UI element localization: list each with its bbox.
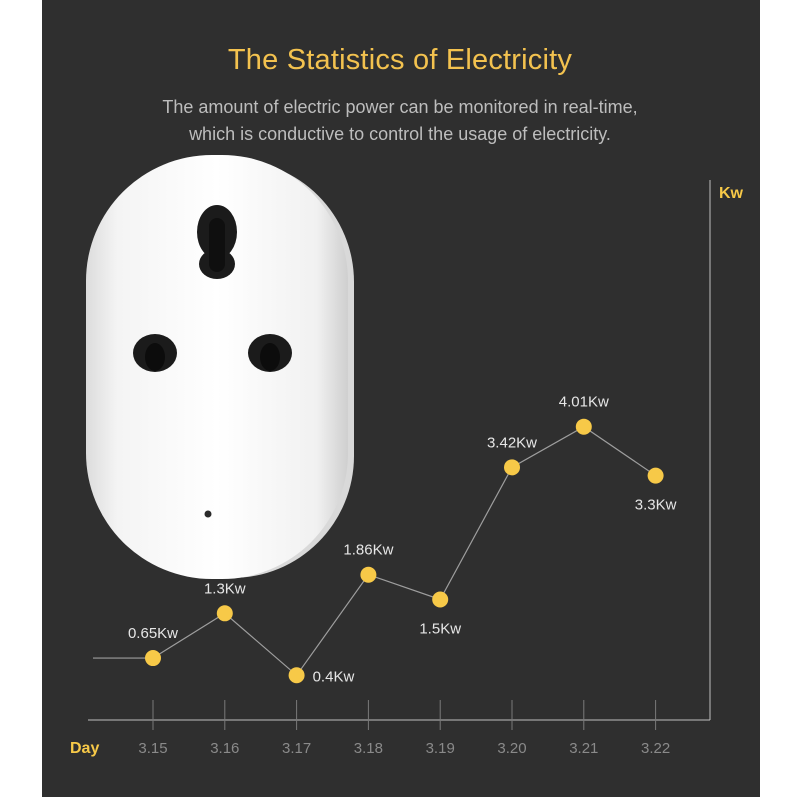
x-tick-label: 3.22 xyxy=(641,740,670,757)
data-label: 1.86Kw xyxy=(343,542,393,559)
data-label: 3.42Kw xyxy=(487,434,537,451)
x-tick-label: 3.18 xyxy=(354,740,383,757)
data-point xyxy=(504,459,520,476)
y-axis-label: Kw xyxy=(719,185,744,202)
x-tick-label: 3.16 xyxy=(210,740,239,757)
chart-series: 0.65Kw 1.3Kw 0.4Kw 1.86Kw 1.5Kw 3.42Kw 4.01Kw 3… xyxy=(93,394,677,685)
x-tick-label: 3.19 xyxy=(426,740,455,757)
data-label: 0.4Kw xyxy=(313,668,355,685)
data-point xyxy=(216,605,233,622)
smart-plug-socket-icon xyxy=(86,155,354,579)
page-title: The Statistics of Electricity xyxy=(227,44,573,76)
data-point xyxy=(145,650,161,667)
x-tick-label: 3.20 xyxy=(497,740,526,757)
data-point xyxy=(432,591,449,608)
data-label: 4.01Kw xyxy=(559,394,609,411)
data-label: 1.3Kw xyxy=(204,580,246,597)
data-point xyxy=(360,566,377,583)
subtitle-line-1: The amount of electric power can be moni… xyxy=(162,97,638,117)
data-point xyxy=(647,467,664,484)
x-tick-label: 3.21 xyxy=(569,740,598,757)
data-point xyxy=(288,667,305,684)
page-subtitle: The amount of electric power can be moni… xyxy=(0,94,800,148)
data-point xyxy=(575,418,592,435)
data-label: 3.3Kw xyxy=(635,497,677,514)
series-line xyxy=(152,425,656,677)
data-label: 1.5Kw xyxy=(419,621,461,638)
chart-axes: Kw Day 3.15 3.16 3.17 3.18 3.19 3.20 3.21 3.22 xyxy=(70,180,744,757)
data-label: 0.65Kw xyxy=(128,625,178,642)
x-axis-label: Day xyxy=(70,740,99,757)
x-tick-label: 3.17 xyxy=(282,740,311,757)
subtitle-line-2: which is conductive to control the usage… xyxy=(189,124,611,144)
x-tick-label: 3.15 xyxy=(138,740,167,757)
